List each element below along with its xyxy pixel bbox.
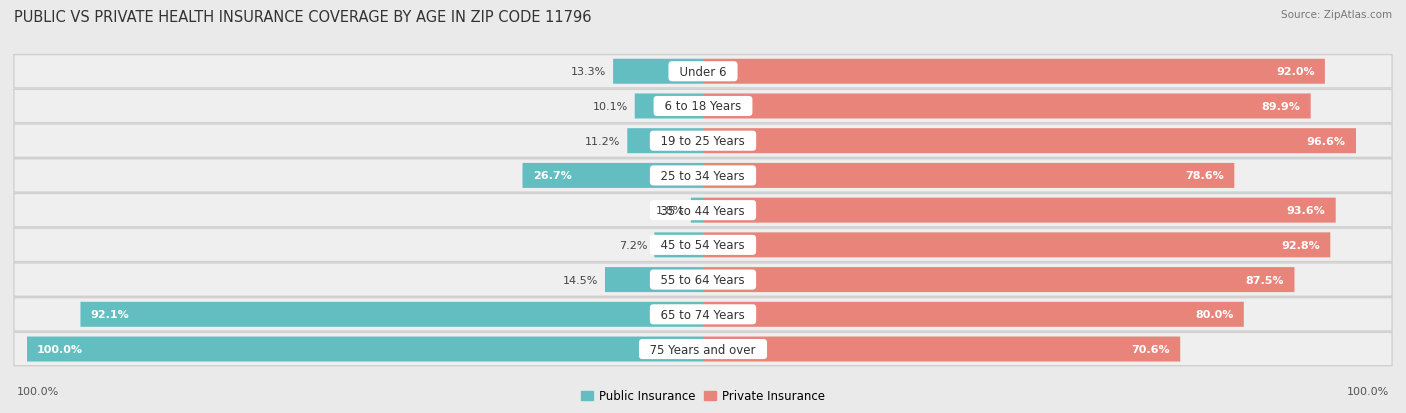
Text: 93.6%: 93.6% [1286,206,1326,216]
FancyBboxPatch shape [14,126,1392,157]
FancyBboxPatch shape [14,160,1392,192]
Text: 19 to 25 Years: 19 to 25 Years [654,135,752,148]
Text: 13.3%: 13.3% [571,67,606,77]
FancyBboxPatch shape [14,333,1392,365]
Text: 45 to 54 Years: 45 to 54 Years [654,239,752,252]
FancyBboxPatch shape [13,124,1393,159]
Text: 11.2%: 11.2% [585,136,620,146]
FancyBboxPatch shape [605,268,703,292]
FancyBboxPatch shape [703,129,1355,154]
FancyBboxPatch shape [703,233,1330,258]
Text: 10.1%: 10.1% [593,102,628,112]
Text: 6 to 18 Years: 6 to 18 Years [657,100,749,113]
FancyBboxPatch shape [13,228,1393,263]
Text: 100.0%: 100.0% [17,387,59,396]
FancyBboxPatch shape [634,94,703,119]
FancyBboxPatch shape [703,59,1324,85]
FancyBboxPatch shape [13,263,1393,297]
Text: 92.8%: 92.8% [1281,240,1320,250]
Text: 55 to 64 Years: 55 to 64 Years [654,273,752,286]
FancyBboxPatch shape [13,193,1393,228]
FancyBboxPatch shape [654,233,703,258]
Text: 7.2%: 7.2% [619,240,648,250]
FancyBboxPatch shape [13,159,1393,193]
FancyBboxPatch shape [690,198,703,223]
FancyBboxPatch shape [703,337,1180,362]
FancyBboxPatch shape [80,302,703,327]
Text: 80.0%: 80.0% [1195,310,1233,320]
Text: 92.0%: 92.0% [1277,67,1315,77]
Text: PUBLIC VS PRIVATE HEALTH INSURANCE COVERAGE BY AGE IN ZIP CODE 11796: PUBLIC VS PRIVATE HEALTH INSURANCE COVER… [14,10,592,25]
FancyBboxPatch shape [27,337,703,362]
Text: 78.6%: 78.6% [1185,171,1225,181]
Text: 26.7%: 26.7% [533,171,571,181]
FancyBboxPatch shape [13,332,1393,366]
Text: 35 to 44 Years: 35 to 44 Years [654,204,752,217]
Text: 96.6%: 96.6% [1306,136,1346,146]
Text: 100.0%: 100.0% [1347,387,1389,396]
FancyBboxPatch shape [14,56,1392,88]
FancyBboxPatch shape [13,89,1393,124]
FancyBboxPatch shape [14,299,1392,330]
Text: 75 Years and over: 75 Years and over [643,343,763,356]
Text: Source: ZipAtlas.com: Source: ZipAtlas.com [1281,10,1392,20]
FancyBboxPatch shape [703,302,1244,327]
Legend: Public Insurance, Private Insurance: Public Insurance, Private Insurance [576,385,830,407]
Text: 87.5%: 87.5% [1246,275,1284,285]
FancyBboxPatch shape [14,264,1392,296]
FancyBboxPatch shape [13,55,1393,89]
Text: 25 to 34 Years: 25 to 34 Years [654,169,752,183]
FancyBboxPatch shape [703,268,1295,292]
Text: 1.8%: 1.8% [655,206,685,216]
FancyBboxPatch shape [14,195,1392,227]
FancyBboxPatch shape [627,129,703,154]
Text: 70.6%: 70.6% [1132,344,1170,354]
FancyBboxPatch shape [703,94,1310,119]
FancyBboxPatch shape [14,91,1392,123]
Text: 89.9%: 89.9% [1261,102,1301,112]
FancyBboxPatch shape [523,164,703,188]
Text: 14.5%: 14.5% [562,275,598,285]
Text: 65 to 74 Years: 65 to 74 Years [654,308,752,321]
FancyBboxPatch shape [613,59,703,85]
Text: 100.0%: 100.0% [37,344,83,354]
FancyBboxPatch shape [14,229,1392,261]
FancyBboxPatch shape [703,198,1336,223]
Text: Under 6: Under 6 [672,66,734,78]
Text: 92.1%: 92.1% [90,310,129,320]
FancyBboxPatch shape [13,297,1393,332]
FancyBboxPatch shape [703,164,1234,188]
